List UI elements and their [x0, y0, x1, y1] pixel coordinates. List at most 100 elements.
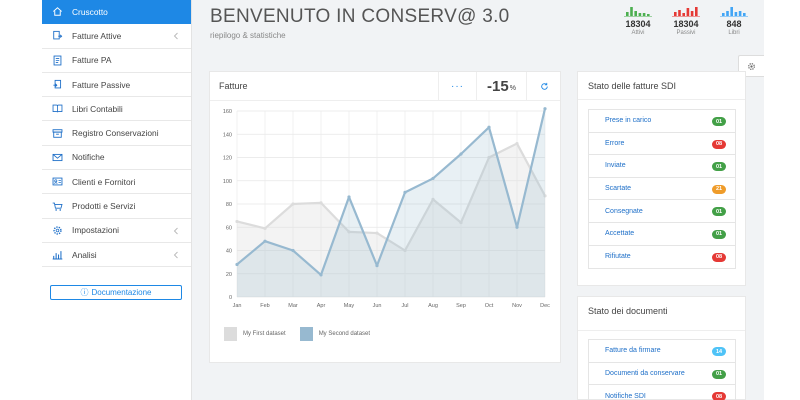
gear-icon — [51, 224, 63, 236]
data-point — [235, 262, 239, 267]
status-item-label: Scartate — [605, 185, 632, 193]
sdi-status-list: Prese in carico 01 Errore 08 Inviate 01 Scarta… — [588, 109, 736, 270]
sidebar: Cruscotto Fatture Attive Fatture PA Fatture… — [42, 0, 192, 400]
status-item-errore[interactable]: Errore 08 — [589, 133, 735, 156]
data-point — [487, 155, 491, 160]
stat-label: Attivi — [631, 30, 645, 36]
documentation-button[interactable]: ⓘ Documentazione — [50, 285, 182, 300]
series-line-2 — [236, 108, 547, 277]
sidebar-item-analisi[interactable]: Analisi — [42, 243, 191, 268]
sidebar-item-label: Libri Contabili — [72, 103, 123, 114]
info-icon: ⓘ — [80, 288, 89, 297]
data-point — [235, 219, 239, 224]
status-count-badge: 08 — [712, 392, 726, 400]
sparkline-bars — [624, 7, 652, 17]
data-point — [515, 141, 519, 146]
more-options-button[interactable]: ··· — [438, 72, 476, 100]
status-item-documenti-da-conservare[interactable]: Documenti da conservare 01 — [589, 363, 735, 386]
stat-libri: 848 Libri — [712, 6, 756, 36]
x-tick-label: Dec — [540, 303, 550, 309]
document-icon — [51, 54, 63, 66]
data-point — [431, 176, 435, 181]
data-point — [291, 202, 295, 206]
status-item-label: Errore — [605, 139, 625, 147]
gear-icon — [748, 62, 755, 70]
status-item-label: Inviate — [605, 162, 626, 170]
status-count-badge: 01 — [712, 369, 726, 379]
status-item-notifiche-sdi[interactable]: Notifiche SDI 08 — [589, 385, 735, 400]
status-item-fatture-da-firmare[interactable]: Fatture da firmare 14 — [589, 340, 735, 363]
invoice-in-icon — [51, 79, 63, 91]
percent-unit: % — [509, 85, 516, 92]
percent-value: -15 — [487, 77, 509, 95]
series-area-1 — [237, 143, 545, 297]
status-item-accettate[interactable]: Accettate 01 — [589, 223, 735, 246]
y-tick-label: 40 — [226, 249, 232, 255]
x-tick-label: Mar — [288, 303, 298, 309]
sidebar-item-libri-contabili[interactable]: Libri Contabili — [42, 97, 191, 122]
status-item-label: Prese in carico — [605, 117, 652, 125]
page-gutter-left — [0, 0, 42, 400]
chart-card-header: Fatture ··· -15 % — [210, 72, 560, 101]
data-point — [319, 201, 323, 205]
header-stats: 18304 Attivi 18304 Passivi 848 Libri — [616, 6, 756, 46]
status-item-prese-in-carico[interactable]: Prese in carico 01 — [589, 110, 735, 133]
y-tick-label: 80 — [226, 202, 232, 208]
sidebar-item-fatture-pa[interactable]: Fatture PA — [42, 49, 191, 73]
chevron-left-icon — [173, 251, 178, 259]
sidebar-item-fatture-passive[interactable]: Fatture Passive — [42, 73, 191, 98]
sidebar-item-fatture-attive[interactable]: Fatture Attive — [42, 24, 191, 49]
x-tick-label: Jul — [401, 303, 408, 309]
legend-label: My First dataset — [243, 331, 286, 337]
status-count-badge: 14 — [712, 347, 726, 356]
series-line-1 — [236, 142, 546, 252]
stat-label: Libri — [728, 30, 740, 36]
x-tick-label: Apr — [317, 303, 326, 309]
status-item-label: Consegnate — [605, 207, 643, 215]
sidebar-item-registro-conservazioni[interactable]: Registro Conservazioni — [42, 121, 191, 146]
y-tick-label: 60 — [226, 225, 232, 231]
data-point — [347, 230, 351, 234]
sidebar-item-impostazioni[interactable]: Impostazioni — [42, 219, 191, 243]
archive-icon — [51, 127, 63, 139]
status-item-label: Rifiutate — [605, 253, 631, 261]
stat-value: 18304 — [673, 19, 699, 29]
documents-status-card: Stato dei documenti Fatture da firmare 14… — [577, 296, 746, 400]
sidebar-nav: Cruscotto Fatture Attive Fatture PA Fatture… — [42, 0, 191, 268]
status-count-badge: 01 — [712, 162, 726, 172]
page-title: BENVENUTO IN CONSERV@ 3.0 — [210, 6, 510, 27]
sdi-status-card: Stato delle fatture SDI Prese in carico 0… — [577, 71, 746, 286]
status-count-badge: 01 — [712, 117, 726, 126]
sidebar-item-label: Cruscotto — [72, 6, 108, 17]
status-item-consegnate[interactable]: Consegnate 01 — [589, 200, 735, 223]
percent-change: -15 % — [476, 72, 526, 100]
status-item-rifiutate[interactable]: Rifiutate 08 — [589, 246, 735, 269]
docs-card-divider — [578, 330, 745, 331]
status-count-badge: 01 — [712, 229, 726, 239]
data-point — [319, 273, 323, 277]
refresh-button[interactable] — [526, 72, 562, 100]
documents-status-list: Fatture da firmare 14 Documenti da conserv… — [588, 339, 736, 400]
y-tick-label: 140 — [223, 132, 232, 138]
sidebar-item-clienti-e-fornitori[interactable]: Clienti e Fornitori — [42, 170, 191, 195]
contacts-icon — [51, 176, 63, 188]
x-tick-label: Aug — [428, 303, 438, 309]
legend-label: My Second dataset — [318, 331, 371, 337]
status-item-inviate[interactable]: Inviate 01 — [589, 155, 735, 178]
sidebar-item-prodotti-e-servizi[interactable]: Prodotti e Servizi — [42, 194, 191, 219]
bar-chart-icon — [51, 249, 63, 261]
data-point — [459, 152, 463, 156]
x-tick-label: Jun — [373, 303, 382, 309]
status-count-badge: 08 — [712, 252, 726, 262]
status-item-scartate[interactable]: Scartate 21 — [589, 178, 735, 201]
data-point — [459, 221, 463, 225]
x-tick-label: Feb — [260, 303, 269, 309]
book-icon — [51, 103, 63, 115]
stat-value: 18304 — [625, 19, 651, 29]
sidebar-item-label: Analisi — [72, 249, 97, 260]
y-tick-label: 0 — [229, 295, 232, 301]
sidebar-item-label: Fatture Attive — [72, 30, 122, 41]
sidebar-item-notifiche[interactable]: Notifiche — [42, 146, 191, 171]
sidebar-item-cruscotto[interactable]: Cruscotto — [42, 0, 191, 25]
sdi-card-divider — [578, 99, 745, 100]
